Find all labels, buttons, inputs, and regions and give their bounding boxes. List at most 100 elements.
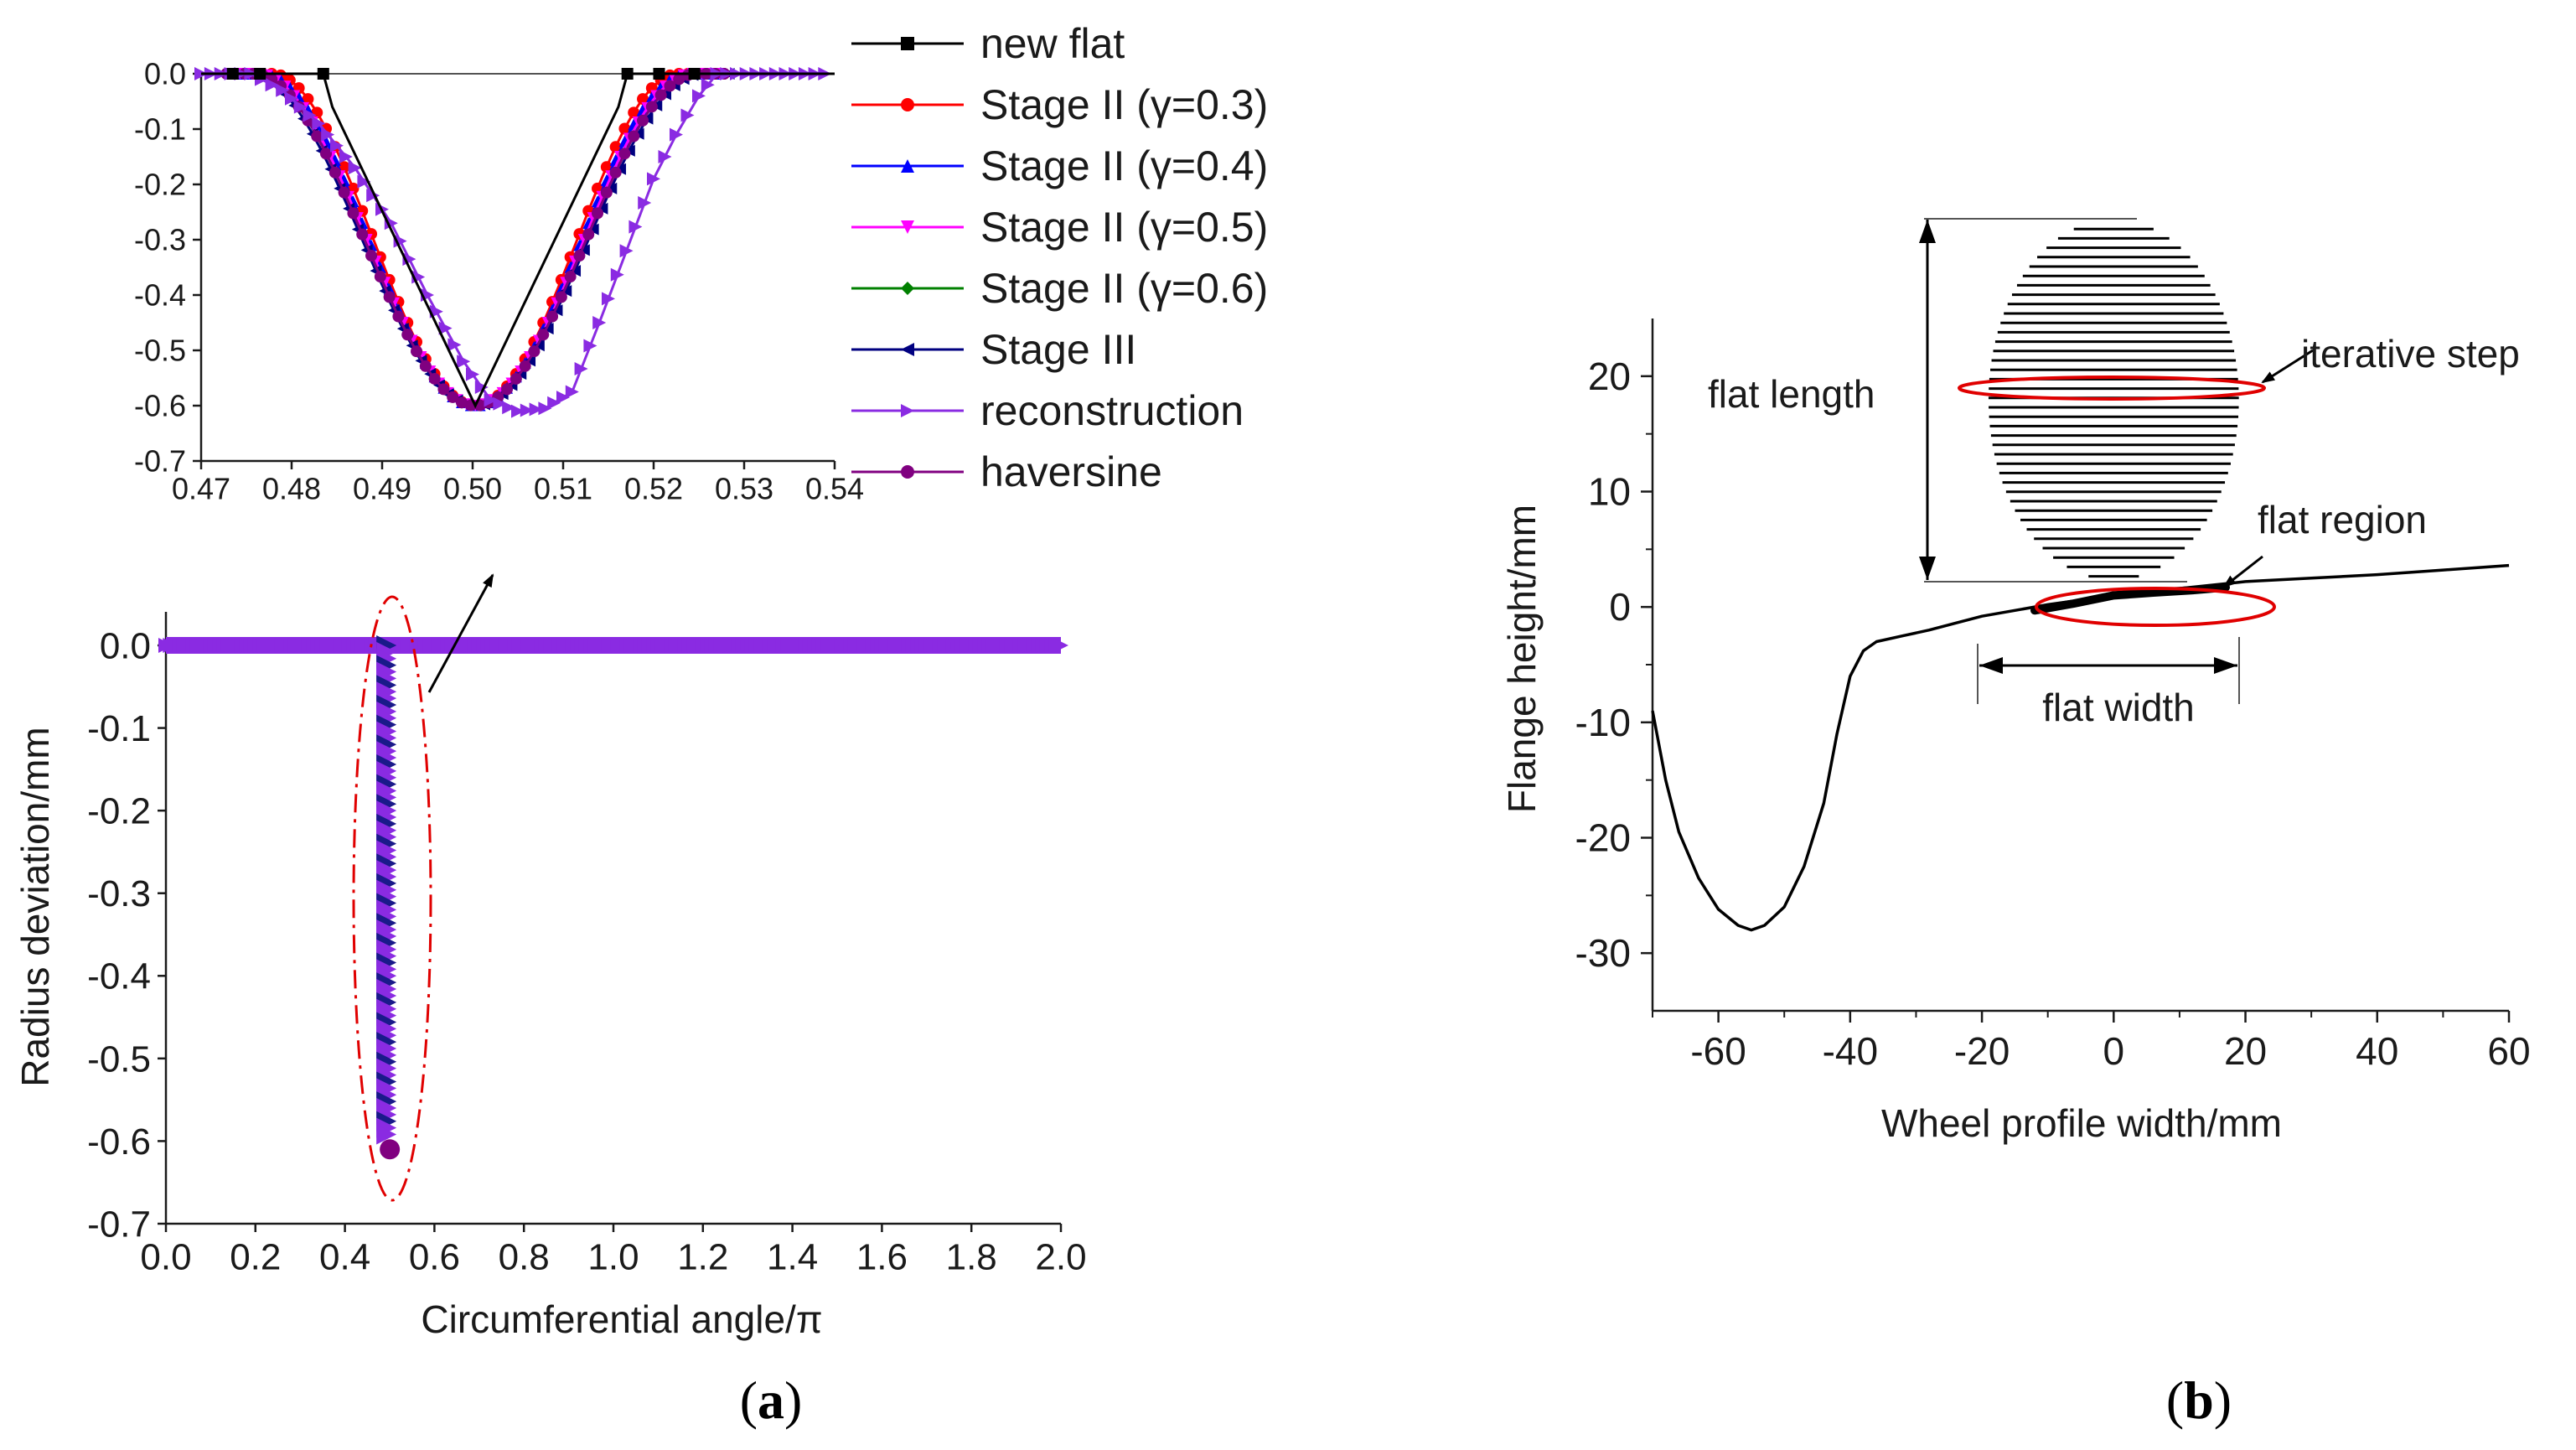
- main-b-ytick-label: 20: [1588, 355, 1631, 398]
- legend-entry: Stage III: [851, 326, 1136, 373]
- data-point: [541, 323, 554, 335]
- series-new-flat: [201, 68, 835, 409]
- main-a-ytick-label: -0.7: [87, 1204, 151, 1245]
- data-point: [600, 161, 613, 173]
- flat-region-ellipse: [2035, 587, 2276, 627]
- main-a-xtick-label: 1.2: [677, 1237, 728, 1278]
- inset-ytick-label: -0.6: [134, 389, 186, 423]
- legend-entry: Stage II (γ=0.5): [851, 204, 1268, 251]
- data-point: [511, 404, 525, 418]
- data-point: [537, 329, 550, 341]
- data-point: [466, 367, 479, 381]
- data-point: [645, 101, 658, 113]
- data-point: [638, 196, 652, 210]
- panel-b-close-paren: ): [2214, 1370, 2232, 1430]
- data-point: [365, 250, 378, 262]
- data-point: [474, 381, 489, 394]
- iterative-step-label: iterative step: [2301, 332, 2520, 375]
- data-point: [547, 396, 561, 410]
- data-point: [428, 372, 441, 385]
- main-a-ytick-label: -0.3: [87, 873, 151, 914]
- inset-xtick-label: 0.50: [443, 471, 502, 505]
- data-point: [582, 228, 595, 241]
- data-point: [564, 271, 577, 283]
- data-point: [411, 345, 423, 358]
- series-line: [201, 72, 835, 407]
- data-point: [484, 393, 498, 407]
- flat-width-label: flat width: [2042, 686, 2195, 729]
- main-a-xtick-label: 1.0: [587, 1237, 639, 1278]
- inset-xtick-label: 0.52: [624, 471, 683, 505]
- data-point: [438, 321, 453, 335]
- main-a-xtick-label: 0.6: [409, 1237, 460, 1278]
- main-b-ytick-label: -10: [1575, 701, 1631, 744]
- data-point: [419, 360, 432, 372]
- series-stage-ii-0-4-: [201, 68, 835, 412]
- data-point: [380, 1139, 401, 1160]
- series-line: [201, 72, 835, 407]
- inset-xtick-label: 0.49: [353, 471, 411, 505]
- legend-entry: haversine: [851, 448, 1162, 495]
- main-chart-b: 20 10 0 -10 -20 -30 -60 -40 -20 0 20 40 60 Flange h…: [1500, 218, 2531, 1145]
- series-line: [201, 72, 835, 409]
- flat-region-label: flat region: [2258, 498, 2427, 541]
- data-point: [347, 207, 360, 220]
- inset-ytick-label: -0.3: [134, 223, 186, 257]
- data-point: [680, 108, 695, 122]
- main-b-xtick-label: 20: [2224, 1029, 2267, 1073]
- data-point: [577, 244, 590, 256]
- data-point: [493, 396, 507, 411]
- data-point: [374, 271, 386, 283]
- legend-entry: Stage II (γ=0.3): [851, 81, 1268, 128]
- data-point: [654, 89, 667, 101]
- main-b-xtick-label: -60: [1690, 1029, 1746, 1073]
- series-line: [201, 72, 835, 413]
- data-point: [619, 244, 634, 258]
- main-a-ytick-label: 0.0: [100, 625, 151, 666]
- data-point: [670, 127, 683, 142]
- data-point: [637, 114, 649, 127]
- data-point: [320, 148, 333, 160]
- data-point: [583, 339, 597, 353]
- flat-width-arrowhead-right: [2214, 657, 2237, 674]
- main-a-xtick-label: 2.0: [1035, 1237, 1086, 1278]
- data-point: [610, 267, 624, 282]
- data-point: [528, 345, 541, 358]
- data-point: [317, 68, 329, 80]
- legend-entry: Stage II (γ=0.4): [851, 142, 1268, 189]
- panel-a-letter: a: [758, 1370, 784, 1430]
- data-point: [628, 220, 643, 234]
- inset-ytick-label: 0.0: [144, 57, 186, 91]
- panel-a-open-paren: (: [740, 1370, 758, 1430]
- inset-xtick-label: 0.48: [262, 471, 321, 505]
- data-point: [546, 310, 559, 323]
- inset-ytick-label: -0.2: [134, 168, 186, 202]
- main-a-ytick-label: -0.6: [87, 1121, 151, 1163]
- data-point: [384, 216, 398, 230]
- main-a-xtick-label: 1.8: [946, 1237, 997, 1278]
- main-a-xtick-label: 0.8: [499, 1237, 550, 1278]
- data-point: [701, 78, 715, 92]
- inset-xtick-label: 0.53: [715, 471, 773, 505]
- data-point: [311, 130, 323, 142]
- data-point: [647, 172, 660, 186]
- data-point: [285, 91, 298, 106]
- legend-marker: [901, 282, 914, 295]
- main-a-x-axis-label: Circumferential angle/π: [421, 1297, 822, 1341]
- data-point: [457, 355, 471, 369]
- legend-label: Stage II (γ=0.4): [980, 142, 1268, 189]
- flat-width-arrowhead-left: [1979, 657, 2003, 674]
- legend: new flat Stage II (γ=0.3) Stage II (γ=0.4)…: [851, 20, 1268, 495]
- data-point: [605, 182, 618, 194]
- data-point: [392, 310, 405, 323]
- main-a-ytick-label: -0.4: [87, 956, 151, 997]
- legend-marker: [901, 159, 914, 173]
- series-stage-ii-0-6-: [201, 68, 835, 412]
- data-point: [338, 161, 350, 173]
- main-b-ytick-label: -20: [1575, 816, 1631, 860]
- data-point: [664, 80, 676, 92]
- legend-marker: [901, 343, 914, 356]
- data-point: [328, 166, 341, 179]
- legend-label: Stage III: [980, 326, 1136, 373]
- data-point: [654, 80, 667, 93]
